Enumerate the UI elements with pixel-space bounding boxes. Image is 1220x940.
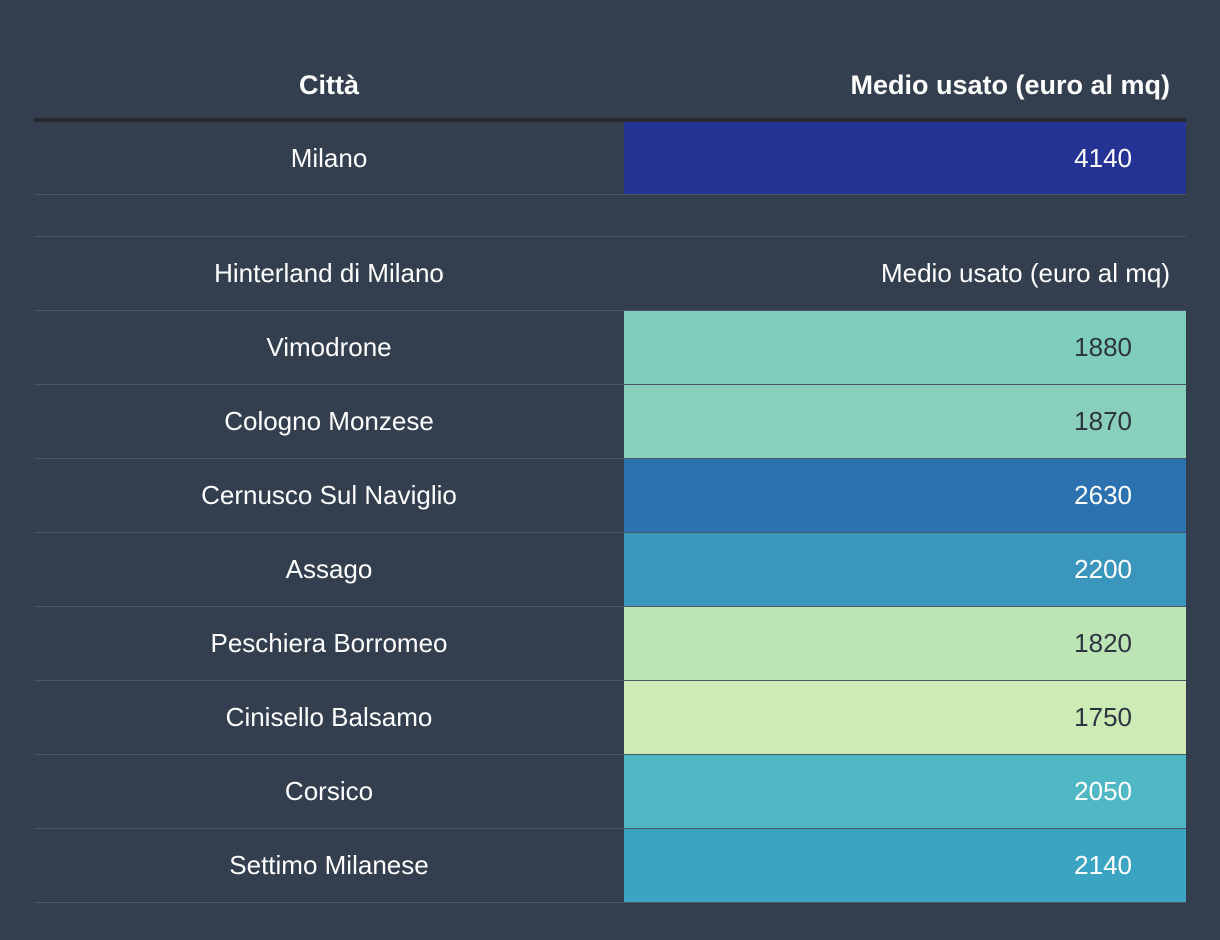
table-row: Cologno Monzese 1870 (34, 385, 1186, 459)
city-cell: Cologno Monzese (224, 406, 434, 436)
price-table: Città Medio usato (euro al mq) Milano 41… (34, 52, 1186, 903)
hinterland-city-label: Hinterland di Milano (214, 258, 444, 288)
table-row: Vimodrone 1880 (34, 311, 1186, 385)
value-cell: 1820 (624, 607, 1186, 680)
city-cell: Assago (285, 554, 373, 584)
hinterland-header: Hinterland di Milano Medio usato (euro a… (34, 237, 1186, 311)
value-cell: 2630 (624, 459, 1186, 532)
value-cell: 1750 (624, 681, 1186, 754)
row-spacer (34, 195, 1186, 237)
value-cell: 2140 (624, 829, 1186, 902)
table-row: Peschiera Borromeo 1820 (34, 607, 1186, 681)
table-row: Corsico 2050 (34, 755, 1186, 829)
value-cell: 2200 (624, 533, 1186, 606)
hinterland-value-label: Medio usato (euro al mq) (880, 258, 1170, 288)
value-cell: 2050 (624, 755, 1186, 828)
city-cell: Milano (290, 142, 368, 173)
header-city: Città (299, 69, 359, 100)
table-row: Cinisello Balsamo 1750 (34, 681, 1186, 755)
header-value: Medio usato (euro al mq) (850, 69, 1170, 100)
city-cell: Settimo Milanese (229, 850, 429, 880)
value-cell: 1880 (624, 311, 1186, 384)
hinterland-rows: Vimodrone 1880 Cologno Monzese 1870 Cern… (34, 311, 1186, 903)
table-row-milano: Milano 4140 (34, 122, 1186, 195)
value-cell: 4140 (624, 122, 1186, 194)
city-cell: Cernusco Sul Naviglio (201, 480, 457, 510)
city-cell: Corsico (284, 776, 374, 806)
city-cell: Cinisello Balsamo (225, 702, 433, 732)
city-cell: Vimodrone (266, 332, 392, 362)
table-header: Città Medio usato (euro al mq) (34, 52, 1186, 122)
table-row: Cernusco Sul Naviglio 2630 (34, 459, 1186, 533)
value-cell: 1870 (624, 385, 1186, 458)
table-row: Settimo Milanese 2140 (34, 829, 1186, 903)
table-row: Assago 2200 (34, 533, 1186, 607)
city-cell: Peschiera Borromeo (210, 628, 448, 658)
